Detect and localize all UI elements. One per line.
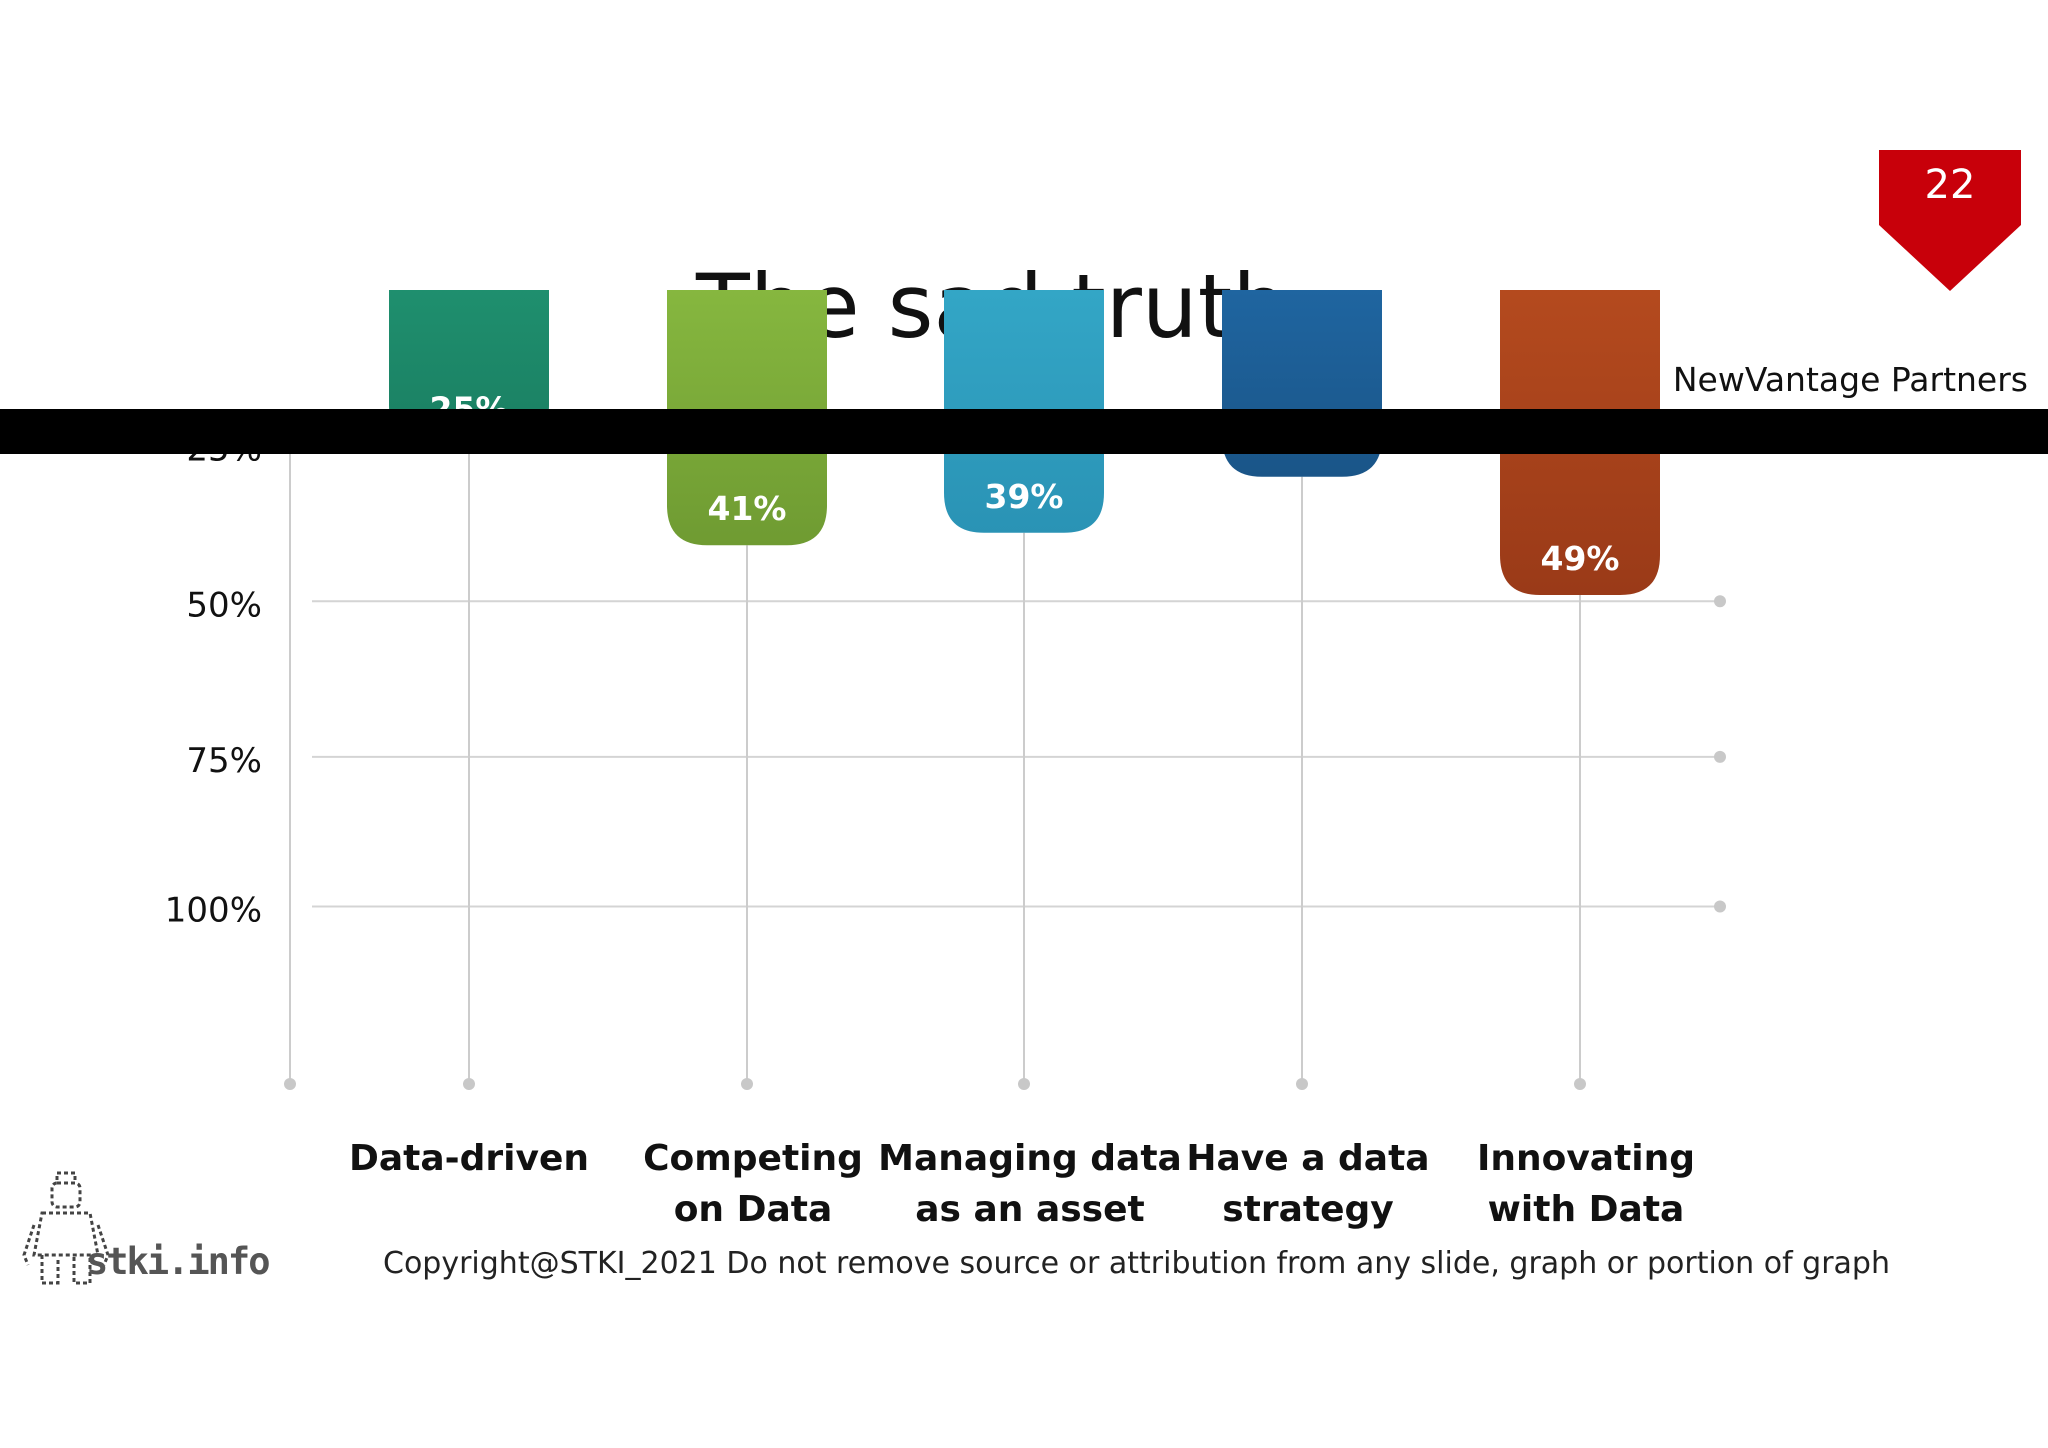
x-category-label: on Data <box>674 1189 833 1230</box>
x-category-label: Have a data <box>1186 1138 1429 1179</box>
page-badge <box>1879 150 2021 291</box>
copyright-note: Copyright@STKI_2021 Do not remove source… <box>383 1246 1890 1281</box>
gridline-end-dot <box>1714 595 1726 608</box>
gridline-end-dot <box>1714 750 1726 763</box>
logo <box>20 1165 240 1290</box>
x-category-label: strategy <box>1222 1189 1394 1230</box>
x-category-label: as an asset <box>915 1189 1144 1230</box>
baseline-dot <box>1574 1078 1586 1090</box>
x-category-label: Managing data <box>878 1138 1182 1179</box>
page-number: 22 <box>1924 162 1976 208</box>
lego-figure-icon <box>22 1171 110 1285</box>
baseline-dot <box>1296 1078 1308 1090</box>
bar-value-label: 49% <box>1541 539 1620 578</box>
bar <box>389 290 549 446</box>
x-category-label: Competing <box>643 1138 863 1179</box>
logo-text: stki.info <box>86 1240 270 1283</box>
axis-origin-dot <box>284 1078 296 1090</box>
gridline-end-dot <box>1714 900 1726 913</box>
x-category-label: Innovating <box>1477 1138 1695 1179</box>
baseline-dot <box>463 1078 475 1090</box>
y-tick-label: 75% <box>186 741 262 781</box>
bar-value-label: 41% <box>708 489 787 528</box>
bar-value-label: 39% <box>985 477 1064 516</box>
x-category-label: Data-driven <box>349 1138 589 1179</box>
black-band <box>0 409 2048 454</box>
badge-shape <box>1879 150 2021 291</box>
x-category-label: with Data <box>1488 1189 1685 1230</box>
y-tick-label: 50% <box>186 585 262 625</box>
y-tick-label: 100% <box>165 891 262 931</box>
baseline-dot <box>741 1078 753 1090</box>
baseline-dot <box>1018 1078 1030 1090</box>
